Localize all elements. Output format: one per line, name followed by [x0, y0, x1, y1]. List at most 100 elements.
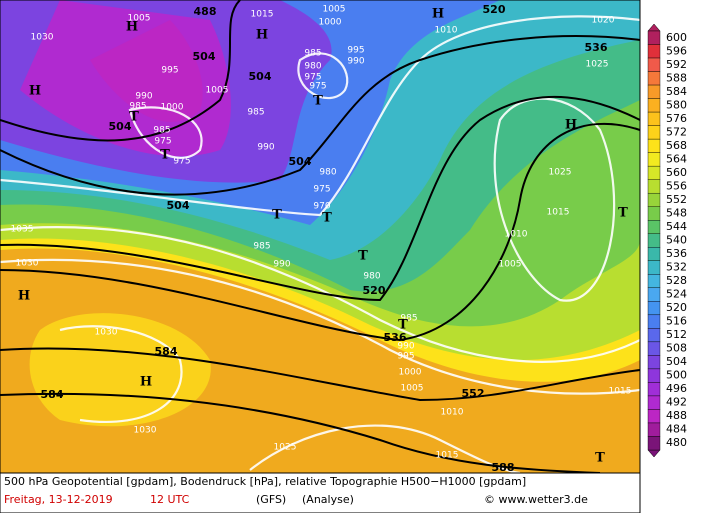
isobar-label: 1020	[592, 16, 615, 26]
legend-label: 572	[666, 125, 687, 138]
footer-run: (Analyse)	[302, 493, 354, 506]
isobar-label: 990	[347, 57, 364, 67]
footer-credit: © www.wetter3.de	[484, 493, 588, 506]
legend-arrow-bottom	[647, 449, 661, 458]
map	[0, 0, 640, 473]
legend-label: 564	[666, 152, 687, 165]
isobar-label: 1025	[549, 168, 572, 178]
geopotential-label: 536	[384, 331, 407, 344]
geopotential-label: 504	[109, 120, 132, 133]
isobar-label: 975	[173, 157, 190, 167]
isobar-label: 990	[273, 260, 290, 270]
legend-arrow-top	[647, 23, 661, 32]
isobar-label: 985	[253, 242, 270, 252]
footer-description: 500 hPa Geopotential [gpdam], Bodendruck…	[4, 475, 526, 488]
legend-swatch	[647, 152, 661, 167]
isobar-label: 975	[313, 185, 330, 195]
isobar-label: 1000	[161, 103, 184, 113]
legend-label: 568	[666, 139, 687, 152]
isobar-label: 995	[161, 66, 178, 76]
isobar-label: 1005	[323, 5, 346, 15]
legend-label: 516	[666, 315, 687, 328]
legend-label: 588	[666, 71, 687, 84]
legend-label: 508	[666, 342, 687, 355]
legend-swatch	[647, 84, 661, 99]
footer-date: Freitag, 13-12-2019	[4, 493, 113, 506]
legend-label: 548	[666, 206, 687, 219]
isobar-label: 975	[309, 82, 326, 92]
legend-label: 524	[666, 288, 687, 301]
legend-swatch	[647, 98, 661, 113]
isobar-label: 1015	[251, 10, 274, 20]
geopotential-label: 588	[492, 461, 515, 474]
legend-swatch	[647, 247, 661, 261]
pressure-center: T	[313, 94, 323, 109]
isobar-label: 1000	[399, 368, 422, 378]
legend-swatch	[647, 44, 661, 59]
pressure-center: T	[272, 208, 282, 223]
footer-model: (GFS)	[256, 493, 286, 506]
legend-swatch	[647, 111, 661, 126]
legend-label: 492	[666, 396, 687, 409]
isobar-label: 1010	[505, 230, 528, 240]
legend-label: 484	[666, 423, 687, 436]
isobar-label: 970	[313, 202, 330, 212]
geopotential-label: 504	[167, 199, 190, 212]
isobar-label: 980	[304, 62, 321, 72]
isobar-label: 1025	[274, 443, 297, 453]
isobar-label: 1005	[206, 86, 229, 96]
pressure-center: T	[358, 249, 368, 264]
isobar-label: 1025	[586, 60, 609, 70]
isobar-label: 1015	[609, 387, 632, 397]
geopotential-label: 584	[155, 345, 178, 358]
legend-swatch	[647, 220, 661, 234]
geopotential-label: 536	[585, 41, 608, 54]
legend-swatch	[647, 328, 661, 343]
legend-label: 544	[666, 220, 687, 233]
legend-swatch	[647, 409, 661, 424]
legend-swatch	[647, 368, 661, 383]
legend-swatch	[647, 301, 661, 316]
legend-swatch	[647, 179, 661, 194]
legend-swatch	[647, 436, 661, 451]
footer-time: 12 UTC	[150, 493, 190, 506]
legend-label: 536	[666, 247, 687, 260]
geopotential-label: 584	[41, 388, 64, 401]
legend-swatch	[647, 30, 661, 45]
isobar-label: 985	[153, 126, 170, 136]
isobar-label: 1010	[441, 408, 464, 418]
legend-label: 532	[666, 261, 687, 274]
footer-box	[0, 472, 641, 513]
legend-swatch	[647, 165, 661, 180]
legend-label: 480	[666, 436, 687, 449]
isobar-label: 1005	[128, 14, 151, 24]
isobar-label: 980	[319, 168, 336, 178]
isobar-label: 985	[247, 108, 264, 118]
legend-label: 584	[666, 85, 687, 98]
isobar-label: 1035	[11, 225, 34, 235]
geopotential-label: 520	[363, 284, 386, 297]
pressure-center: H	[432, 7, 444, 22]
legend-label: 576	[666, 112, 687, 125]
legend-label: 592	[666, 58, 687, 71]
isobar-label: 995	[397, 352, 414, 362]
legend-label: 500	[666, 369, 687, 382]
legend-swatch	[647, 395, 661, 410]
geopotential-label: 504	[193, 50, 216, 63]
isobar-label: 1015	[547, 208, 570, 218]
legend-swatch	[647, 382, 661, 397]
isobar-label: 980	[363, 272, 380, 282]
isobar-label: 1030	[95, 328, 118, 338]
pressure-center: H	[565, 118, 577, 133]
legend-label: 600	[666, 31, 687, 44]
legend-label: 552	[666, 193, 687, 206]
pressure-center: H	[29, 84, 41, 99]
isobar-label: 985	[129, 102, 146, 112]
isobar-label: 1005	[499, 260, 522, 270]
geopotential-label: 504	[249, 70, 272, 83]
legend-swatch	[647, 341, 661, 356]
isobar-label: 975	[304, 73, 321, 83]
legend-swatch	[647, 260, 661, 275]
isobar-label: 990	[257, 143, 274, 153]
